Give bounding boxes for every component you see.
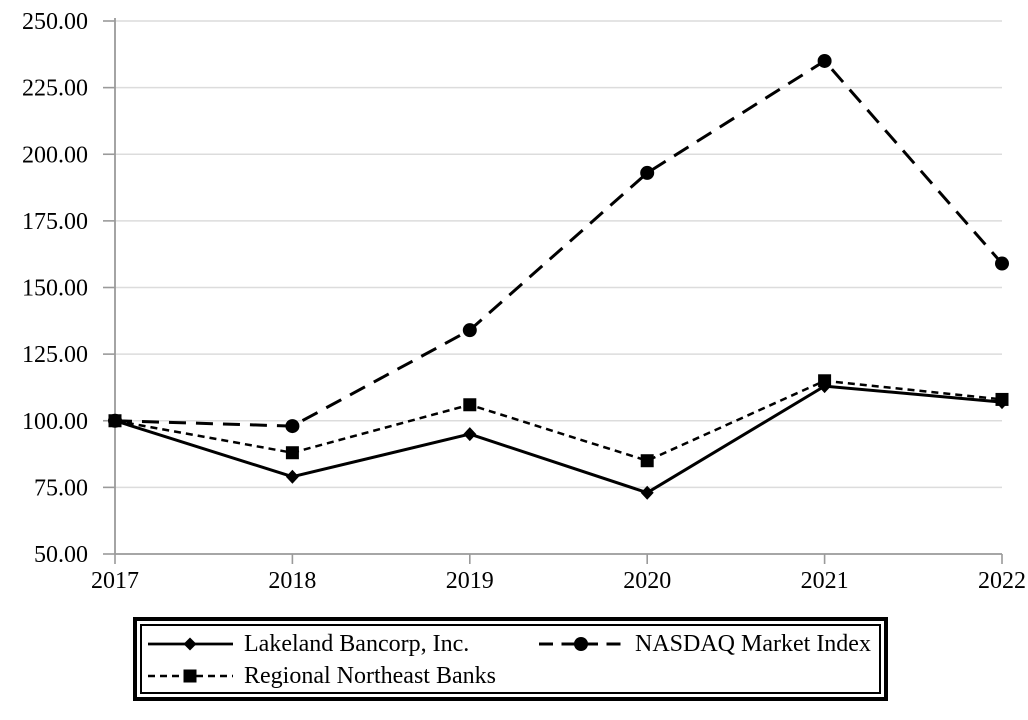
circle-marker-nasdaq-market-index <box>640 165 655 180</box>
chart-legend: Lakeland Bancorp, Inc. NASDAQ Market Ind… <box>133 617 888 701</box>
square-marker-regional-northeast-banks <box>108 414 122 428</box>
y-axis-label: 50.00 <box>34 542 88 568</box>
square-marker-regional-northeast-banks <box>818 374 832 388</box>
y-axis-label: 250.00 <box>22 9 88 35</box>
y-axis-label: 225.00 <box>22 76 88 102</box>
circle-marker-nasdaq-market-index <box>995 256 1009 271</box>
square-marker-regional-northeast-banks <box>285 446 299 460</box>
x-axis-label: 2022 <box>978 568 1026 594</box>
circle-marker-nasdaq-market-index <box>462 323 477 338</box>
circle-marker-nasdaq-market-index <box>817 53 832 68</box>
legend-label-regional-northeast-banks: Regional Northeast Banks <box>244 663 496 689</box>
y-axis-label: 125.00 <box>22 342 88 368</box>
x-axis-label: 2019 <box>446 568 494 594</box>
solid-line-diamond-marker-icon <box>148 637 233 651</box>
legend-item-lakeland-bancorp: Lakeland Bancorp, Inc. <box>148 632 539 656</box>
long-dash-line-circle-marker-icon <box>539 637 624 651</box>
square-marker-regional-northeast-banks <box>640 454 654 468</box>
x-axis-label: 2020 <box>623 568 671 594</box>
short-dash-line-square-marker-icon <box>148 669 233 683</box>
chart-plot-area: 50.00 75.00 100.00 125.00 150.00 175.00 200.00… <box>22 9 1026 594</box>
y-axis-label: 75.00 <box>34 475 88 501</box>
y-axis-label: 200.00 <box>22 142 88 168</box>
legend-label-nasdaq-market-index: NASDAQ Market Index <box>635 631 871 657</box>
x-axis-label: 2021 <box>801 568 849 594</box>
circle-marker-nasdaq-market-index <box>285 419 300 434</box>
diamond-marker-lakeland-bancorp-inc <box>463 427 477 442</box>
x-axis-label: 2018 <box>268 568 316 594</box>
diamond-marker-lakeland-bancorp-inc <box>640 485 654 500</box>
y-axis-label: 150.00 <box>22 276 88 302</box>
chart-legend-inner-border: Lakeland Bancorp, Inc. NASDAQ Market Ind… <box>140 624 881 694</box>
y-axis-label: 100.00 <box>22 409 88 435</box>
legend-label-lakeland-bancorp: Lakeland Bancorp, Inc. <box>244 631 470 657</box>
square-marker-regional-northeast-banks <box>995 392 1009 406</box>
square-marker-regional-northeast-banks <box>463 398 477 412</box>
x-axis-label: 2017 <box>91 568 139 594</box>
series-line-regional-northeast-banks <box>114 379 1003 463</box>
y-axis-label: 175.00 <box>22 209 88 235</box>
legend-item-regional-northeast-banks: Regional Northeast Banks <box>148 664 539 688</box>
legend-items: Lakeland Bancorp, Inc. NASDAQ Market Ind… <box>148 628 879 692</box>
series-line-lakeland-bancorp-inc <box>114 384 1003 495</box>
series-line-nasdaq-market-index <box>114 59 1004 428</box>
diamond-marker-lakeland-bancorp-inc <box>285 469 299 484</box>
legend-item-nasdaq-market-index: NASDAQ Market Index <box>539 632 879 656</box>
